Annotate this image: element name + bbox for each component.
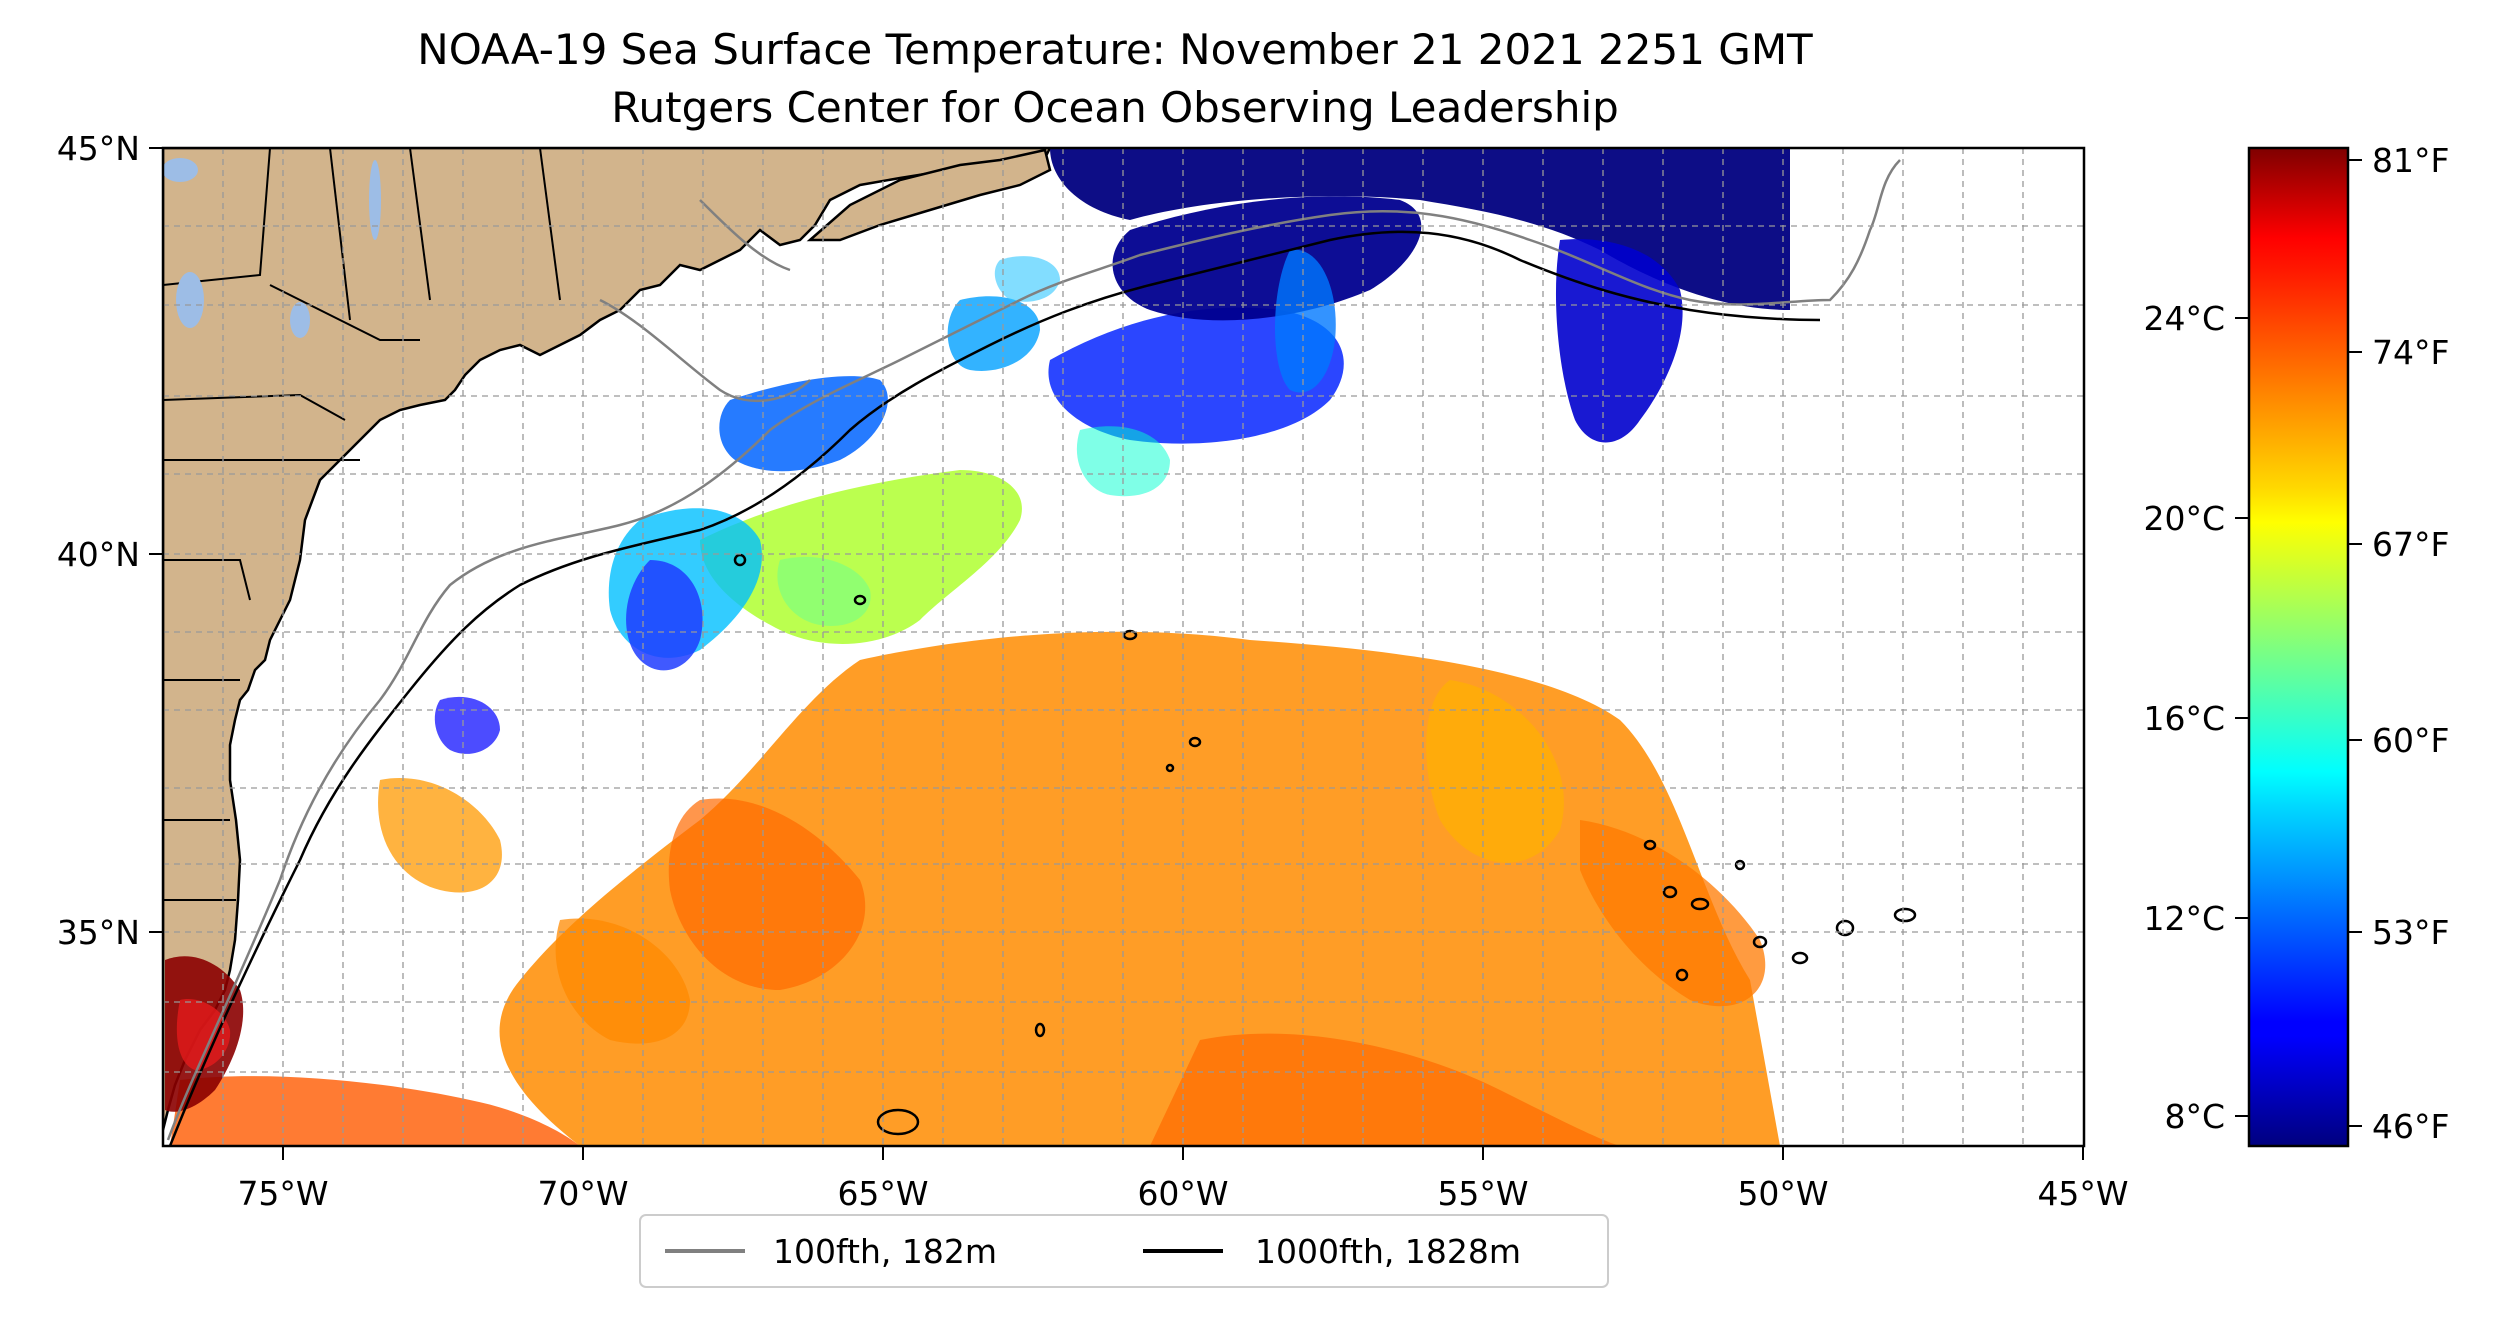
- lon-tick-75w: 75°W: [237, 1174, 328, 1213]
- legend-label-1000fth: 1000fth, 1828m: [1255, 1232, 1521, 1271]
- map-frame: [161, 146, 2086, 1148]
- isobath-1000fth: [168, 230, 1917, 1146]
- legend-label-100fth: 100fth, 182m: [773, 1232, 997, 1271]
- colorbar-tick-60f: 60°F: [2372, 721, 2449, 760]
- colorbar-tick-74f: 74°F: [2372, 333, 2449, 372]
- map-title: NOAA-19 Sea Surface Temperature: Novembe…: [417, 25, 1813, 74]
- colorbar-tick-81f: 81°F: [2372, 141, 2449, 180]
- colorbar-tick-8c: 8°C: [2164, 1097, 2225, 1136]
- inland-water: [163, 158, 381, 338]
- lon-tick-50w: 50°W: [1737, 1174, 1828, 1213]
- lat-tick-45n: 45°N: [57, 129, 140, 168]
- colorbar-tick-20c: 20°C: [2143, 499, 2225, 538]
- colorbar-tick-16c: 16°C: [2143, 699, 2225, 738]
- lon-tick-55w: 55°W: [1437, 1174, 1528, 1213]
- colorbar: 24°C 20°C 16°C 12°C 8°C 81°F 74°F 67°F 6…: [2143, 141, 2449, 1148]
- legend-box: [639, 1214, 1609, 1288]
- map-panel: [163, 148, 2084, 1146]
- lat-tick-labels: 35°N 40°N 45°N: [57, 129, 140, 952]
- colorbar-tick-24c: 24°C: [2143, 299, 2225, 338]
- sst-warm-field: [165, 631, 1781, 1146]
- sst-cool-field: [434, 148, 1790, 754]
- legend: 100fth, 182m 1000fth, 1828m: [639, 1214, 1609, 1288]
- lat-tick-35n: 35°N: [57, 913, 140, 952]
- lon-tick-45w: 45°W: [2037, 1174, 2128, 1213]
- land-nova-scotia: [806, 148, 1052, 242]
- colorbar-tick-12c: 12°C: [2143, 899, 2225, 938]
- lon-tick-60w: 60°W: [1137, 1174, 1228, 1213]
- map-grid: [163, 148, 2084, 1146]
- lon-tick-65w: 65°W: [837, 1174, 928, 1213]
- colorbar-tick-67f: 67°F: [2372, 525, 2449, 564]
- lon-tick-70w: 70°W: [537, 1174, 628, 1213]
- land-mass: [163, 148, 1052, 1131]
- map-subtitle: Rutgers Center for Ocean Observing Leade…: [611, 83, 1619, 132]
- colorbar-tick-46f: 46°F: [2372, 1107, 2449, 1146]
- colorbar-tick-53f: 53°F: [2372, 913, 2449, 952]
- axis-ticks: [149, 147, 2084, 1160]
- lat-tick-40n: 40°N: [57, 535, 140, 574]
- colorbar-gradient: [2247, 146, 2350, 1148]
- lon-tick-labels: 75°W 70°W 65°W 60°W 55°W 50°W 45°W: [237, 1174, 2128, 1213]
